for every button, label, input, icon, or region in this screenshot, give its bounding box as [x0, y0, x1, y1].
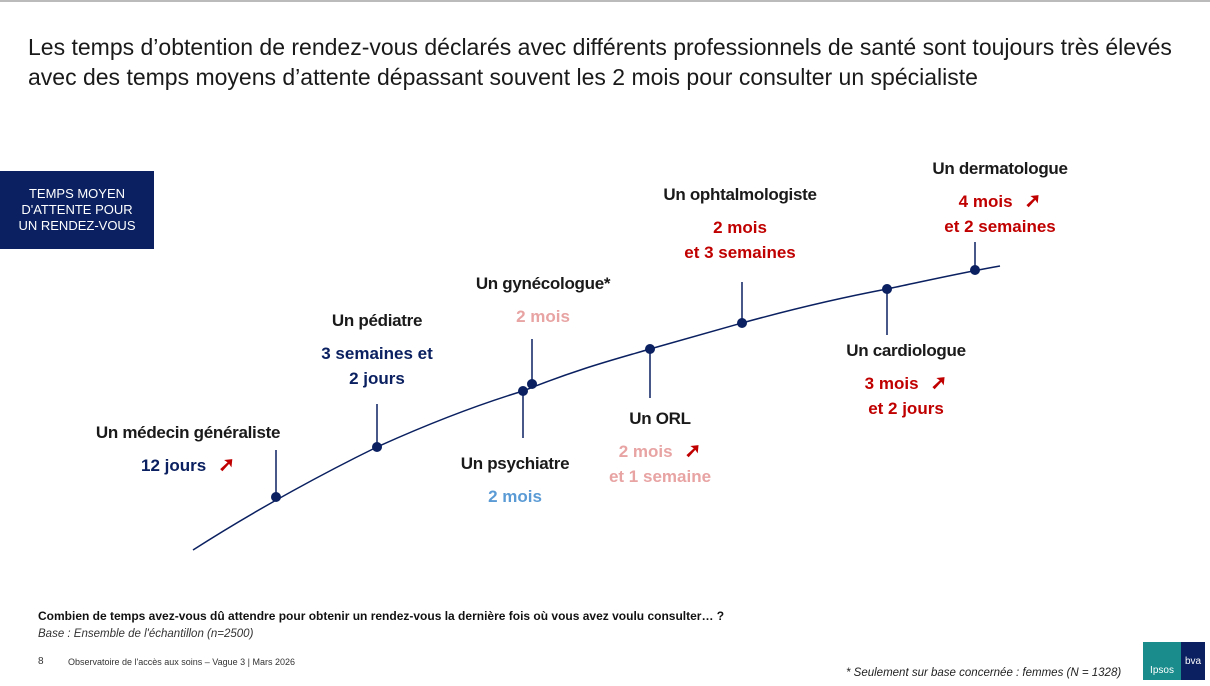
item-gynecologue: Un gynécologue* 2 mois — [475, 274, 611, 329]
page-number: 8 — [38, 656, 44, 667]
item-ophtalmologiste: Un ophtalmologiste 2 mois et 3 semaines — [663, 185, 817, 265]
slide-title: Les temps d’obtention de rendez-vous déc… — [28, 34, 1172, 90]
item-pediatre: Un pédiatre 3 semaines et 2 jours — [321, 311, 433, 391]
item-name: Un psychiatre — [460, 454, 570, 473]
up-arrow-icon: ➚ — [684, 440, 702, 462]
point-orl — [645, 344, 655, 354]
item-value: 3 semaines et — [321, 344, 433, 363]
item-value: 2 mois — [488, 487, 542, 506]
item-name: Un gynécologue* — [475, 274, 611, 293]
item-value: 2 mois — [516, 307, 570, 326]
survey-question: Combien de temps avez-vous dû attendre p… — [38, 609, 725, 623]
item-dermatologue: Un dermatologue 4 mois ➚ et 2 semaines — [932, 159, 1068, 239]
item-name: Un ophtalmologiste — [663, 185, 817, 204]
item-name: Un ORL — [629, 409, 691, 428]
item-value-2: 2 jours — [349, 369, 405, 388]
item-psychiatre: Un psychiatre 2 mois — [461, 454, 570, 509]
item-orl: Un ORL 2 mois ➚ et 1 semaine — [609, 409, 711, 489]
point-pediatre — [372, 442, 382, 452]
point-generaliste — [271, 492, 281, 502]
point-gynecologue — [527, 379, 537, 389]
item-value-2: et 1 semaine — [608, 467, 712, 486]
item-value: 3 mois — [864, 374, 919, 393]
section-label-box: TEMPS MOYEN D'ATTENTE POUR UN RENDEZ-VOU… — [0, 171, 154, 249]
source-footer: Observatoire de l'accès aux soins – Vagu… — [68, 657, 296, 667]
point-ophtalmo — [737, 318, 747, 328]
item-value: 2 mois — [618, 442, 673, 461]
item-cardiologue: Un cardiologue 3 mois ➚ et 2 jours — [846, 341, 966, 421]
item-value: 2 mois — [713, 218, 767, 237]
logo-ipsos: Ipsos — [1143, 642, 1181, 680]
item-name: Un pédiatre — [331, 311, 423, 330]
item-value: 12 jours — [141, 456, 207, 475]
item-value-2: et 2 semaines — [944, 217, 1056, 236]
item-value: 4 mois — [958, 192, 1013, 211]
up-arrow-icon: ➚ — [1024, 190, 1042, 212]
point-cardio — [882, 284, 892, 294]
item-generaliste: Un médecin généraliste 12 jours ➚ — [95, 423, 281, 478]
section-label: TEMPS MOYEN D'ATTENTE POUR UN RENDEZ-VOU… — [18, 186, 136, 233]
up-arrow-icon: ➚ — [218, 454, 235, 476]
footnote: * Seulement sur base concernée : femmes … — [846, 667, 1122, 679]
item-value-2: et 3 semaines — [684, 243, 796, 262]
item-name: Un médecin généraliste — [95, 423, 281, 442]
point-psychiatre — [518, 386, 528, 396]
item-name: Un dermatologue — [932, 159, 1068, 178]
survey-base: Base : Ensemble de l'échantillon (n=2500… — [38, 628, 254, 640]
item-name: Un cardiologue — [846, 341, 966, 360]
item-value-2: et 2 jours — [868, 399, 944, 418]
point-dermato — [970, 265, 980, 275]
logo-bva: bva — [1184, 655, 1202, 667]
up-arrow-icon: ➚ — [930, 372, 948, 394]
ipsos-bva-logo: Ipsos bva — [1143, 642, 1205, 680]
